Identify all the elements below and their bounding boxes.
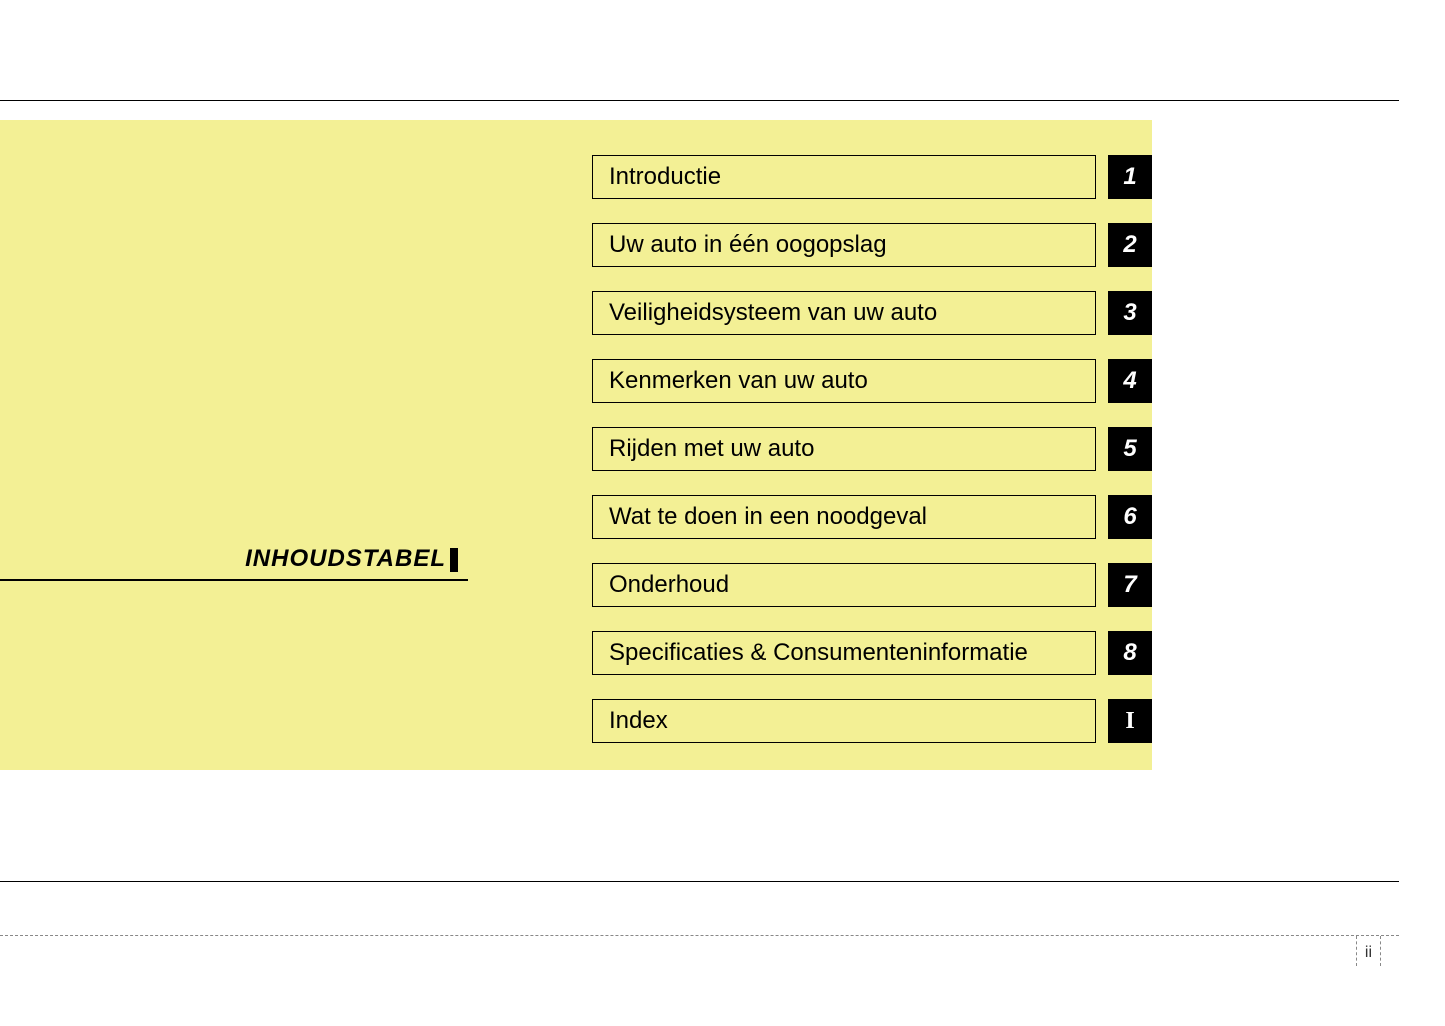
toc-item: Wat te doen in een noodgeval — [592, 495, 1096, 539]
bottom-border — [0, 881, 1399, 882]
toc-chapter-number-label: 7 — [1123, 571, 1136, 599]
toc-row: Kenmerken van uw auto 4 — [592, 359, 1152, 403]
page-title: INHOUDSTABEL — [0, 545, 468, 573]
page-container: INHOUDSTABEL Introductie 1 Uw auto in één … — [0, 0, 1445, 1026]
toc-item: Rijden met uw auto — [592, 427, 1096, 471]
toc-chapter-number: 6 — [1108, 495, 1152, 539]
toc-item-label: Introductie — [609, 163, 721, 191]
toc-item: Specificaties & Consumenteninformatie — [592, 631, 1096, 675]
toc-chapter-number: 1 — [1108, 155, 1152, 199]
toc-chapter-number-label: 6 — [1123, 503, 1136, 531]
toc-chapter-number-label: 1 — [1123, 163, 1136, 191]
toc-chapter-number: 4 — [1108, 359, 1152, 403]
toc-item-label: Wat te doen in een noodgeval — [609, 503, 927, 531]
toc-chapter-number-label: 5 — [1123, 435, 1136, 463]
toc-item: Veiligheidsysteem van uw auto — [592, 291, 1096, 335]
toc-row: Onderhoud 7 — [592, 563, 1152, 607]
dashed-cut-line — [0, 935, 1399, 936]
toc-item: Kenmerken van uw auto — [592, 359, 1096, 403]
toc-item-label: Uw auto in één oogopslag — [609, 231, 887, 259]
top-border — [0, 100, 1399, 101]
toc-item: Onderhoud — [592, 563, 1096, 607]
toc-chapter-number: 3 — [1108, 291, 1152, 335]
toc-item-label: Index — [609, 707, 668, 735]
toc-item-label: Rijden met uw auto — [609, 435, 814, 463]
toc-chapter-number-label: I — [1125, 708, 1134, 735]
toc-chapter-number: 7 — [1108, 563, 1152, 607]
toc-item-label: Specificaties & Consumenteninformatie — [609, 639, 1028, 667]
toc-chapter-number: 2 — [1108, 223, 1152, 267]
toc-row: Veiligheidsysteem van uw auto 3 — [592, 291, 1152, 335]
toc-item: Introductie — [592, 155, 1096, 199]
toc-row: Index I — [592, 699, 1152, 743]
toc-item: Uw auto in één oogopslag — [592, 223, 1096, 267]
toc-row: Specificaties & Consumenteninformatie 8 — [592, 631, 1152, 675]
page-number: ii — [1356, 936, 1381, 966]
toc-chapter-number: 8 — [1108, 631, 1152, 675]
toc-chapter-number-label: 8 — [1123, 639, 1136, 667]
title-label: INHOUDSTABEL — [245, 545, 446, 572]
page-number-label: ii — [1365, 944, 1372, 962]
title-section: INHOUDSTABEL — [0, 545, 468, 581]
toc-chapter-number: 5 — [1108, 427, 1152, 471]
toc-container: Introductie 1 Uw auto in één oogopslag 2 Vei… — [592, 155, 1152, 767]
toc-item-label: Onderhoud — [609, 571, 729, 599]
toc-item-label: Veiligheidsysteem van uw auto — [609, 299, 937, 327]
toc-item-label: Kenmerken van uw auto — [609, 367, 868, 395]
toc-item: Index — [592, 699, 1096, 743]
toc-chapter-number-label: 3 — [1123, 299, 1136, 327]
title-marker — [450, 548, 458, 572]
toc-row: Rijden met uw auto 5 — [592, 427, 1152, 471]
toc-row: Uw auto in één oogopslag 2 — [592, 223, 1152, 267]
title-underline — [0, 579, 468, 581]
toc-row: Wat te doen in een noodgeval 6 — [592, 495, 1152, 539]
toc-chapter-number-label: 4 — [1123, 367, 1136, 395]
toc-chapter-number-label: 2 — [1123, 231, 1136, 259]
toc-chapter-number: I — [1108, 699, 1152, 743]
toc-row: Introductie 1 — [592, 155, 1152, 199]
